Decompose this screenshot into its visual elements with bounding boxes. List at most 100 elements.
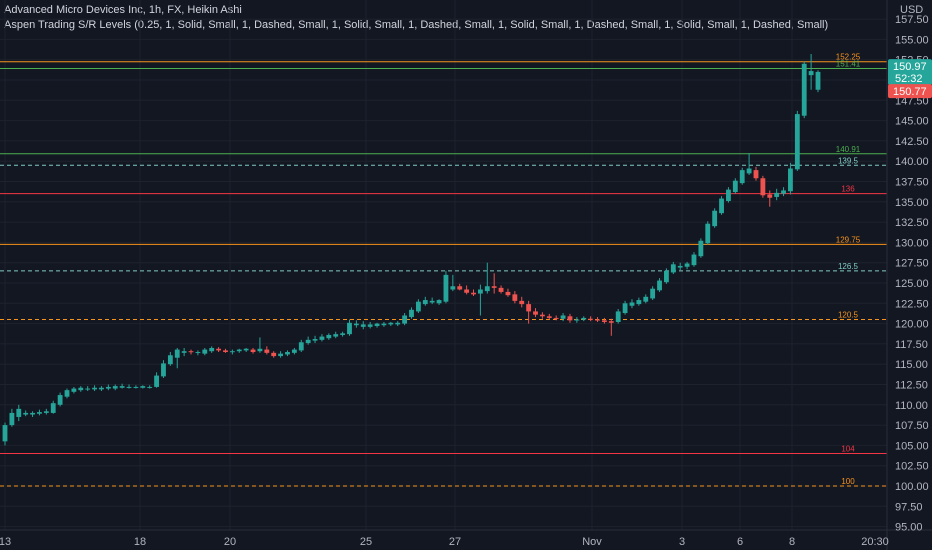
candle [739, 167, 745, 185]
candle [216, 347, 221, 353]
candle-body [526, 304, 532, 312]
candle-body [498, 287, 504, 292]
candle-body [608, 321, 614, 323]
candle [202, 347, 208, 356]
candle [608, 318, 614, 336]
candle-body [298, 342, 304, 351]
candle-body [477, 289, 483, 294]
prev-price-value: 150.77 [893, 86, 927, 98]
candle [602, 317, 607, 324]
candle [243, 347, 249, 353]
candle [574, 317, 580, 323]
candle-body [195, 352, 201, 354]
candle-body [808, 71, 814, 76]
y-tick-label: 132.50 [895, 217, 929, 229]
candle [9, 408, 15, 427]
candle [236, 348, 242, 353]
candle-body [574, 319, 580, 321]
candle-body [312, 339, 318, 341]
time-axis[interactable]: 13 18 20 25 27 Nov 3 6 8 20:30 [0, 536, 889, 548]
candle-body [23, 412, 29, 415]
candle-body [305, 339, 311, 344]
indicator-label: Aspen Trading S/R Levels (0.25, 1, Solid… [4, 19, 829, 31]
candle-body [202, 349, 208, 354]
candle [643, 294, 649, 304]
candle-body [450, 286, 456, 290]
candle [546, 313, 552, 320]
x-tick-label: 3 [679, 536, 685, 548]
candle [395, 321, 401, 327]
candle-body [126, 386, 132, 388]
candle-body [739, 170, 745, 184]
candle [78, 386, 84, 392]
candle-body [650, 288, 656, 299]
candle-body [43, 411, 49, 413]
candle [422, 296, 428, 306]
candle-body [167, 355, 173, 365]
candle-body [340, 333, 346, 335]
bar-countdown: 52:32 [895, 73, 923, 85]
candle [732, 178, 738, 194]
candle [312, 335, 318, 344]
price-axis[interactable]: 95.00 97.50 100.00 102.50 105.00 107.50 110.00… [895, 14, 929, 534]
candle [319, 334, 325, 342]
y-tick-label: 127.50 [895, 258, 929, 270]
level-label: 136 [841, 185, 855, 194]
candle [340, 331, 346, 337]
candle [684, 261, 690, 270]
level-label: 100 [841, 477, 855, 486]
y-tick-label: 130.00 [895, 237, 929, 249]
candle [209, 346, 215, 353]
candle-body [670, 264, 676, 273]
candle [429, 297, 435, 305]
y-tick-label: 155.00 [895, 34, 929, 46]
y-tick-label: 122.50 [895, 298, 929, 310]
candle [760, 175, 766, 198]
candle [657, 278, 662, 292]
candle [353, 320, 359, 328]
candle-body [732, 180, 738, 193]
y-tick-label: 117.50 [895, 339, 928, 351]
candle [553, 315, 559, 321]
candle-body [140, 386, 146, 388]
candle-body [677, 265, 683, 268]
y-tick-label: 97.50 [895, 501, 923, 513]
y-tick-label: 140.00 [895, 156, 929, 168]
candle [450, 274, 456, 292]
candle-body [347, 322, 352, 335]
candles [2, 54, 821, 446]
candle-body [409, 309, 414, 318]
candle [30, 411, 35, 417]
candle [464, 285, 470, 295]
level-label: 139.5 [838, 156, 859, 165]
candle-body [147, 386, 153, 388]
candle-body [78, 387, 84, 391]
candle [539, 312, 545, 319]
candle-body [794, 114, 800, 170]
candle-body [491, 286, 497, 288]
candle [388, 321, 394, 327]
y-tick-label: 125.00 [895, 278, 929, 290]
candle [326, 333, 332, 340]
candle-body [360, 324, 366, 327]
candle [726, 187, 731, 203]
candle-body [539, 314, 545, 317]
currency-label: USD [900, 4, 923, 16]
candle-body [30, 412, 35, 415]
level-label: 152.25 [836, 53, 861, 62]
candle-body [588, 318, 594, 320]
y-tick-label: 102.50 [895, 461, 929, 473]
y-tick-label: 110.00 [895, 400, 928, 412]
candle-body [415, 301, 421, 312]
candle [443, 270, 449, 304]
candle-body [801, 63, 807, 116]
candle-body [9, 412, 15, 426]
candle-body [422, 300, 428, 305]
candle [788, 162, 793, 195]
candle [154, 372, 159, 388]
candle-body [464, 289, 470, 293]
candle [229, 349, 235, 355]
